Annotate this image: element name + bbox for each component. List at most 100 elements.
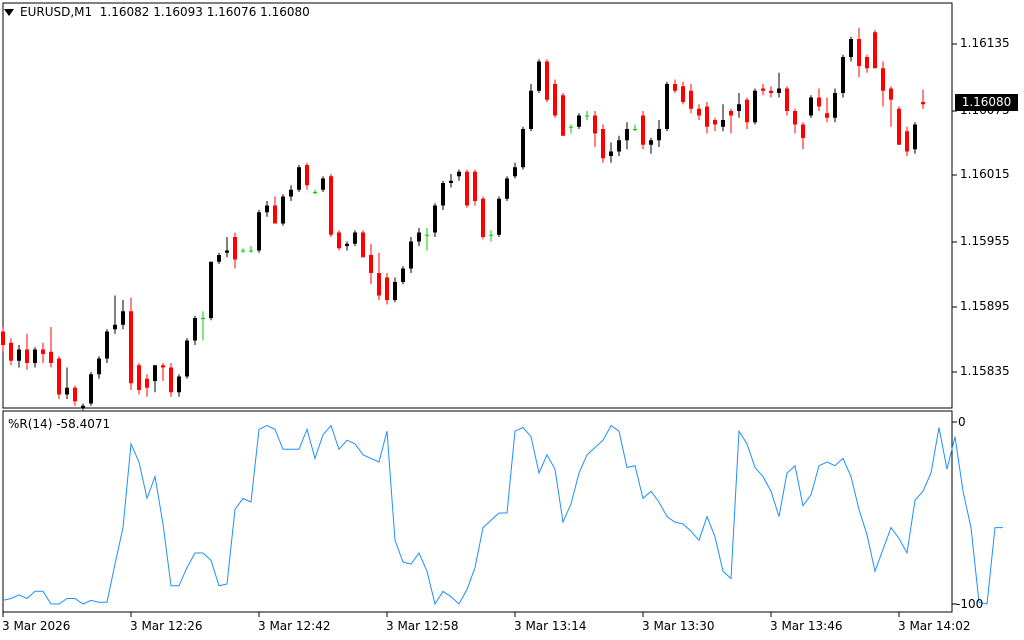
candle-body: [713, 120, 717, 125]
candle-body: [329, 176, 333, 235]
candle-body: [217, 255, 221, 262]
candle-body: [585, 115, 589, 117]
candle-body: [905, 131, 909, 152]
candle-body: [617, 140, 621, 152]
candle-body: [9, 342, 13, 361]
candle-body: [489, 234, 493, 236]
candle-body: [857, 39, 861, 66]
candle-body: [561, 95, 565, 136]
candle-body: [25, 349, 29, 363]
candle-body: [521, 129, 525, 168]
candle-body: [809, 97, 813, 116]
candle-body: [513, 167, 517, 177]
indicator-label: %R(14) -58.4071: [8, 417, 110, 431]
candle-body: [841, 57, 845, 93]
candle-body: [121, 311, 125, 325]
candle-body: [817, 97, 821, 107]
candle-body: [473, 171, 477, 201]
candle-body: [393, 282, 397, 300]
candle-body: [601, 129, 605, 159]
candle-body: [497, 198, 501, 235]
candle-body: [305, 165, 309, 186]
main-chart-frame: [2, 2, 953, 409]
candle-body: [665, 84, 669, 129]
candle-body: [201, 318, 205, 319]
candle-body: [33, 349, 37, 363]
candle-body: [681, 86, 685, 102]
candle-body: [609, 151, 613, 156]
candle-body: [129, 311, 133, 384]
candle-body: [889, 88, 893, 100]
candle-body: [233, 237, 237, 260]
candle-body: [545, 61, 549, 100]
candle-body: [289, 189, 293, 197]
time-axis-label: 3 Mar 13:46: [770, 619, 843, 633]
candle-body: [625, 129, 629, 141]
price-axis-label: 1.15955: [960, 234, 1010, 248]
candle-body: [193, 318, 197, 341]
candle-body: [73, 387, 77, 402]
triangle-down-icon[interactable]: [4, 9, 14, 16]
candles-layer: [1, 27, 925, 411]
candle-body: [209, 261, 213, 318]
candle-body: [593, 115, 597, 134]
time-axis-label: 3 Mar 2026: [2, 619, 71, 633]
candle-body: [385, 277, 389, 300]
candle-body: [97, 358, 101, 375]
time-axis-label: 3 Mar 13:30: [642, 619, 715, 633]
candle-body: [777, 88, 781, 93]
candle-body: [481, 198, 485, 237]
candle-body: [41, 349, 45, 354]
candle-body: [785, 88, 789, 111]
candle-body: [737, 104, 741, 111]
candle-body: [401, 268, 405, 282]
time-axis-label: 3 Mar 12:26: [130, 619, 203, 633]
candle-body: [297, 167, 301, 190]
candle-body: [505, 178, 509, 199]
candle-body: [345, 243, 349, 246]
time-axis-label: 3 Mar 13:14: [514, 619, 587, 633]
indicator-value: -58.4071: [56, 417, 111, 431]
candle-body: [185, 340, 189, 377]
low-price: 1.16076: [206, 5, 257, 19]
candle-body: [465, 171, 469, 206]
current-price-badge: 1.16080: [955, 94, 1018, 111]
symbol-name: EURUSD,M1: [20, 5, 93, 19]
candle-body: [81, 405, 85, 408]
candle-body: [361, 232, 365, 258]
candle-body: [425, 234, 429, 236]
candle-body: [633, 129, 637, 130]
candle-body: [225, 250, 229, 253]
candle-body: [689, 90, 693, 109]
candle-body: [257, 212, 261, 251]
candle-body: [417, 232, 421, 242]
williams-r-layer: [2, 424, 1003, 606]
candle-body: [673, 84, 677, 91]
indicator-axis-label: -100: [956, 597, 984, 611]
candle-body: [849, 39, 853, 57]
candle-body: [177, 376, 181, 393]
candle-body: [441, 183, 445, 206]
candle-body: [721, 120, 725, 127]
candle-body: [457, 171, 461, 177]
symbol-header: EURUSD,M1 1.16082 1.16093 1.16076 1.1608…: [4, 5, 310, 19]
candle-body: [657, 129, 661, 141]
candle-body: [641, 115, 645, 145]
candle-body: [705, 106, 709, 127]
candle-body: [921, 102, 925, 105]
candle-body: [761, 88, 765, 91]
candle-body: [313, 192, 317, 193]
candle-body: [1, 331, 5, 345]
price-axis-label: 1.15895: [960, 299, 1010, 313]
time-axis-label: 3 Mar 12:58: [386, 619, 459, 633]
candle-body: [161, 365, 165, 368]
price-axis-label: 1.16135: [960, 36, 1010, 50]
candle-body: [801, 124, 805, 138]
candle-body: [321, 178, 325, 190]
indicator-frame: [2, 410, 953, 613]
candle-body: [369, 255, 373, 273]
candle-body: [113, 324, 117, 330]
time-axis-label: 3 Mar 14:02: [898, 619, 971, 633]
